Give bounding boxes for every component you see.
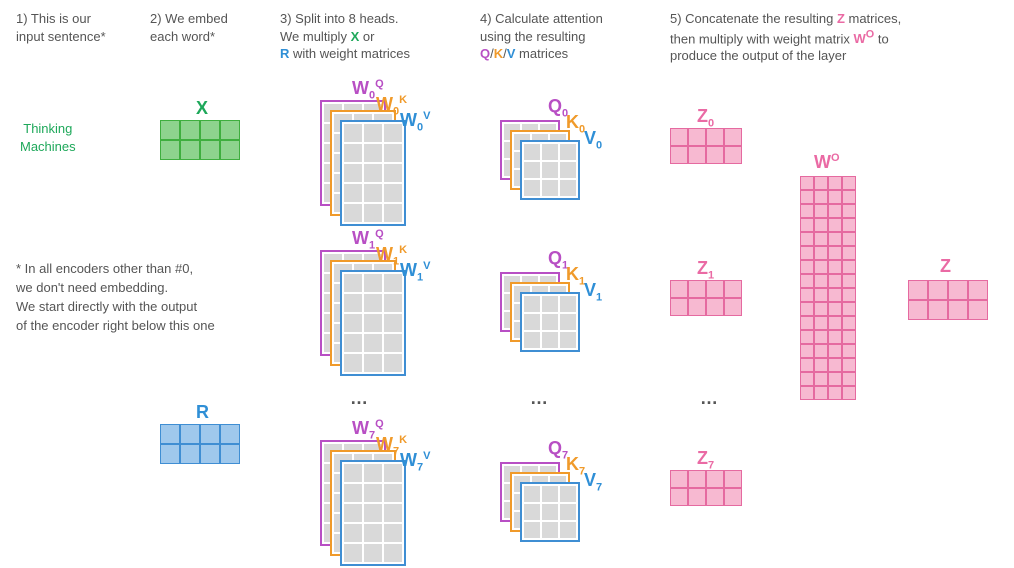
z0-matrix [670,128,742,164]
step-1-header: 1) This is our input sentence* [16,10,136,45]
step3-text-a: 3) Split into 8 heads. We multiply [280,11,399,44]
step-2-header: 2) We embed each word* [150,10,250,45]
step3-r: R [280,46,289,61]
input-words: Thinking Machines [20,120,76,156]
w-ellipsis: … [350,388,368,409]
z7-matrix [670,470,742,506]
step-5-header: 5) Concatenate the resulting Z matrices,… [670,10,990,65]
v1-label: V1 [584,280,602,304]
step4-q: Q [480,46,490,61]
w0v-label: W0V [400,110,430,134]
wo-label: WO [814,152,840,173]
z0-label: Z0 [697,106,714,130]
k7-label: K7 [566,454,585,478]
z-ellipsis: … [700,388,718,409]
r-label: R [196,402,209,423]
x-label: X [196,98,208,119]
z1-label: Z1 [697,258,714,282]
z1-matrix [670,280,742,316]
step4-a: 4) Calculate attention using the resulti… [480,11,603,44]
step3-x: X [351,29,360,44]
z-final-matrix [908,280,988,320]
footnote: * In all encoders other than #0, we don'… [16,260,266,335]
input-word-1: Thinking [20,120,76,138]
step4-k: K [494,46,503,61]
step5-wo-sup: O [866,29,874,41]
v0-label: V0 [584,128,602,152]
wo-matrix [800,176,856,400]
input-word-2: Machines [20,138,76,156]
step-4-header: 4) Calculate attention using the resulti… [480,10,650,63]
r-matrix [160,424,240,464]
z7-label: Z7 [697,448,714,472]
v7-label: V7 [584,470,602,494]
z-final-label: Z [940,256,951,277]
qkv-ellipsis: … [530,388,548,409]
k0-label: K0 [566,112,585,136]
step3-or: or [359,29,374,44]
step3-text-b: with weight matrices [289,46,410,61]
step4-b: matrices [515,46,568,61]
step5-a: 5) Concatenate the resulting [670,11,837,26]
w1v-label: W1V [400,260,430,284]
step5-z: Z [837,11,845,26]
w7v-label: W7V [400,450,430,474]
k1-label: K1 [566,264,585,288]
x-matrix [160,120,240,160]
step-3-header: 3) Split into 8 heads. We multiply X or … [280,10,460,63]
step5-wo: W [854,31,866,46]
